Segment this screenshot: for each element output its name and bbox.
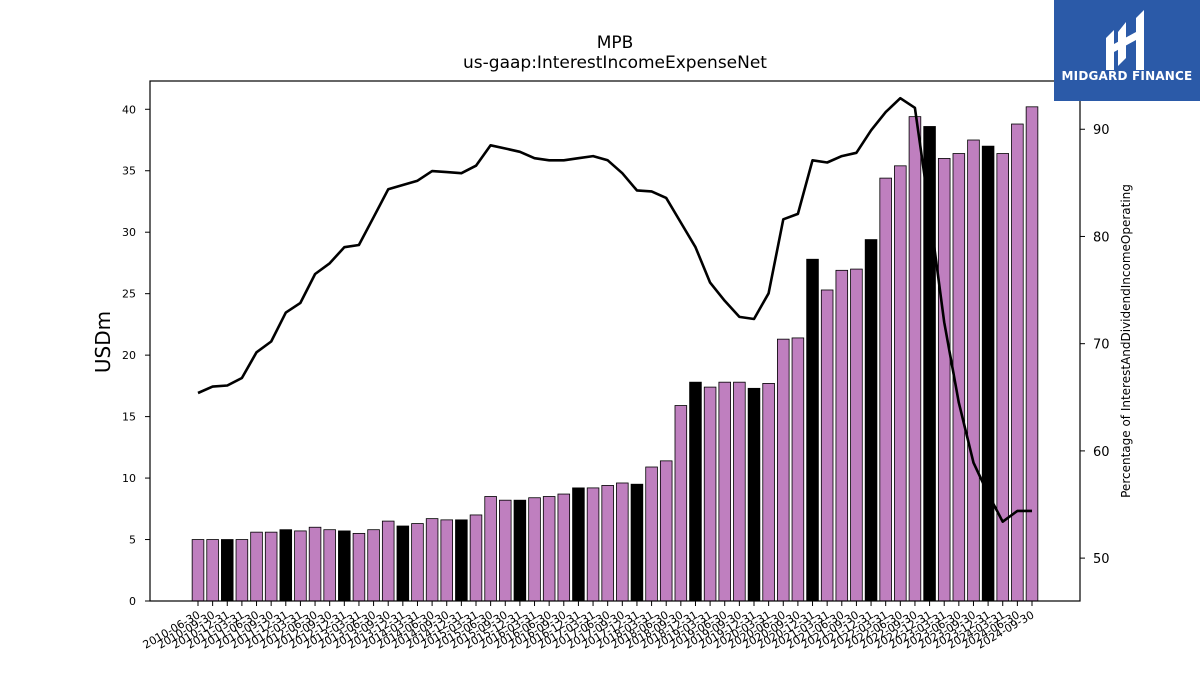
bar-2024-09-30 — [1025, 106, 1039, 602]
bar-2010-06-30 — [191, 539, 205, 602]
bar-2014-03-31 — [411, 523, 424, 602]
bar-2021-03-31 — [820, 289, 834, 602]
bar-2019-03-31 — [703, 386, 717, 602]
bar-2020-09-30 — [791, 337, 805, 602]
x-axis-ticks: 2010-06-302010-09-302010-12-312011-03-31… — [141, 601, 1037, 652]
bar-2023-03-31 — [937, 158, 951, 602]
bar-2020-03-31 — [762, 383, 775, 602]
bar-2012-03-31 — [294, 530, 307, 602]
bar-2013-12-31 — [396, 525, 410, 602]
bar-2022-09-30 — [908, 116, 922, 602]
bar-2012-12-31 — [338, 530, 351, 602]
midgard-finance-logo: MIDGARD FINANCE — [1054, 0, 1200, 101]
bar-2010-09-30 — [206, 539, 219, 602]
bar-2012-09-30 — [323, 529, 336, 602]
bar-2017-06-30 — [601, 485, 614, 602]
bar-2018-09-30 — [674, 405, 688, 602]
bar-2014-06-30 — [425, 518, 439, 602]
bar-2024-03-31 — [996, 153, 1009, 602]
bar-2014-12-31 — [455, 519, 468, 602]
bar-2016-09-30 — [557, 493, 571, 602]
bar-2012-06-30 — [308, 526, 322, 602]
y-tick-label-10: 10 — [122, 472, 136, 485]
y2-tick-label-50: 50 — [1093, 552, 1110, 567]
y-tick-label-0: 0 — [129, 595, 136, 608]
plot-frame — [149, 80, 1081, 602]
bar-2021-09-30 — [850, 268, 863, 602]
bar-2019-06-30 — [718, 381, 731, 602]
y2-tick-label-70: 70 — [1093, 338, 1110, 353]
bar-2017-03-31 — [586, 487, 600, 602]
bar-2011-03-31 — [235, 539, 249, 602]
bar-2020-06-30 — [777, 338, 790, 602]
bar-2018-12-31 — [689, 381, 702, 602]
bar-2015-06-30 — [484, 496, 497, 602]
y2-axis-label: Percentage of InterestAndDividendIncomeO… — [1119, 184, 1133, 498]
bar-2018-06-30 — [659, 460, 673, 602]
y-axis-label: USDm — [91, 311, 115, 373]
bar-2015-09-30 — [499, 499, 512, 602]
bar-2022-12-31 — [923, 126, 936, 602]
bar-2015-03-31 — [469, 514, 483, 602]
chart-subtitle: us-gaap:InterestIncomeExpenseNet — [463, 53, 767, 73]
bar-2022-06-30 — [894, 165, 907, 602]
bar-2011-06-30 — [250, 531, 263, 602]
bar-2016-03-31 — [528, 497, 541, 602]
bar-2013-09-30 — [381, 520, 395, 602]
bar-2024-06-30 — [1011, 123, 1024, 602]
y2-tick-label-80: 80 — [1093, 230, 1110, 245]
bar-2017-12-31 — [630, 483, 644, 602]
y-tick-label-15: 15 — [122, 411, 136, 424]
bar-2023-12-31 — [981, 145, 995, 602]
bar-2021-12-31 — [864, 239, 878, 602]
y-tick-label-5: 5 — [129, 534, 136, 547]
bar-series — [191, 106, 1039, 602]
bar-2016-12-31 — [572, 487, 585, 602]
bar-2018-03-31 — [645, 466, 658, 602]
y2-tick-label-60: 60 — [1093, 445, 1110, 460]
bar-2015-12-31 — [513, 499, 527, 602]
y-tick-label-40: 40 — [122, 103, 136, 116]
bar-2014-09-30 — [440, 519, 453, 602]
bar-2019-09-30 — [733, 381, 746, 602]
y-tick-label-20: 20 — [122, 349, 136, 362]
logo-mark-icon — [1106, 10, 1144, 70]
right-axis-ticks: 50 60 70 80 90 — [1080, 123, 1110, 567]
y-tick-label-25: 25 — [122, 288, 136, 301]
left-axis-ticks: 0 5 10 15 20 25 30 35 40 — [122, 103, 150, 608]
bar-2017-09-30 — [616, 482, 629, 602]
bar-2013-06-30 — [367, 529, 380, 602]
bar-2010-12-31 — [221, 539, 234, 602]
bar-2020-12-31 — [806, 258, 819, 602]
bar-2013-03-31 — [352, 532, 366, 602]
y2-tick-label-90: 90 — [1093, 123, 1110, 138]
bar-2011-09-30 — [264, 531, 278, 602]
bar-2021-06-30 — [835, 269, 849, 602]
bar-2016-06-30 — [542, 496, 556, 602]
bar-2011-12-31 — [279, 529, 293, 602]
percentage-line — [197, 96, 1032, 523]
y-tick-label-35: 35 — [122, 165, 136, 178]
bar-2023-09-30 — [967, 139, 980, 602]
bar-2019-12-31 — [747, 387, 761, 602]
logo-text: MIDGARD FINANCE — [1061, 69, 1193, 83]
chart-title: MPB — [596, 33, 634, 53]
y-tick-label-30: 30 — [122, 226, 136, 239]
bar-2022-03-31 — [879, 177, 892, 602]
